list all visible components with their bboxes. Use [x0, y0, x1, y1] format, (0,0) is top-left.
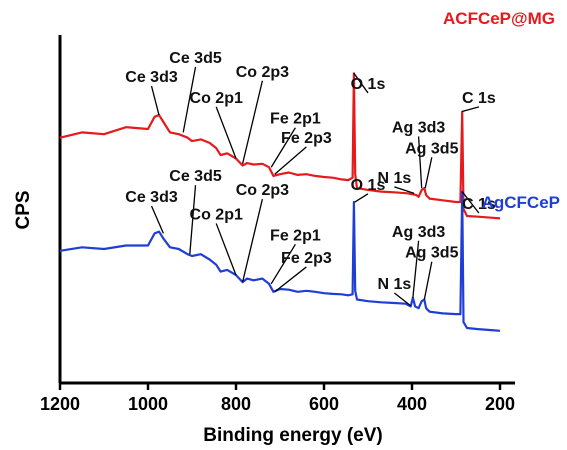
annotation-leader: [353, 72, 369, 94]
annotation-leader: [394, 186, 415, 194]
annotation-leader: [461, 106, 480, 113]
annotation-leader: [412, 240, 420, 298]
annotation-leader: [423, 261, 433, 300]
peak-annotation: Ce 3d5: [169, 168, 222, 185]
annotation-leader: [241, 80, 264, 164]
peak-annotation: Ag 3d5: [405, 140, 458, 157]
peak-annotation: Ag 3d5: [405, 245, 458, 262]
axes: [58, 35, 515, 385]
peak-annotation: Co 2p3: [236, 64, 289, 81]
annotation-leader: [417, 136, 423, 189]
peak-annotation: C 1s: [462, 196, 496, 213]
peak-annotation: C 1s: [462, 90, 496, 107]
x-axis-title: Binding energy (eV): [203, 425, 382, 446]
annotation-leader: [150, 205, 164, 234]
peak-annotation: Ce 3d3: [125, 69, 178, 86]
peak-annotation: Co 2p3: [236, 182, 289, 199]
x-tick-label: 400: [397, 394, 427, 414]
peak-annotation: Ag 3d3: [392, 119, 445, 136]
x-tick-label: 200: [485, 394, 515, 414]
annotation-leader: [241, 198, 264, 283]
annotation-leader: [215, 106, 237, 159]
annotation-leader: [274, 266, 307, 293]
x-tick-label: 600: [309, 394, 339, 414]
peak-annotation: Ag 3d3: [392, 224, 445, 241]
series-layer: [59, 72, 501, 332]
series-line-acfcep-mg: [59, 72, 501, 220]
legend: ACFCeP@MG AgCFCeP: [443, 9, 560, 212]
annotation-layer: Ce 3d5 Ce 3d3 Co 2p3 Co 2p1 Fe 2p1 Fe 2p3 O 1s…: [125, 50, 496, 307]
legend-label: ACFCeP@MG: [443, 9, 555, 28]
peak-annotation: Ce 3d5: [169, 50, 222, 67]
peak-annotation: O 1s: [351, 76, 386, 93]
annotation-leader: [270, 243, 296, 285]
peak-annotation: Co 2p1: [190, 90, 243, 107]
x-tick-label: 1000: [128, 394, 168, 414]
annotation-leader: [354, 193, 369, 203]
annotation-leader: [461, 191, 480, 214]
annotation-leader: [424, 157, 433, 189]
peak-annotation: N 1s: [378, 276, 412, 293]
peak-annotation: Co 2p1: [190, 206, 243, 223]
peak-annotation: Ce 3d3: [125, 189, 178, 206]
peak-annotation: Fe 2p3: [281, 130, 332, 147]
peak-annotation: Fe 2p1: [270, 111, 321, 128]
x-tick-label: 1200: [40, 394, 80, 414]
annotation-leader: [182, 66, 197, 133]
legend-label: AgCFCeP: [482, 193, 560, 212]
x-tick-label: 800: [221, 394, 251, 414]
annotation-leader: [274, 146, 307, 175]
annotation-leader: [270, 127, 296, 168]
annotation-leader: [394, 292, 412, 307]
y-axis-title: CPS: [13, 190, 34, 229]
annotation-leader: [215, 223, 237, 276]
peak-annotation: Fe 2p1: [270, 227, 321, 244]
peak-annotation: O 1s: [351, 177, 386, 194]
peak-annotation: Fe 2p3: [281, 250, 332, 267]
series-line-agcfcep: [59, 190, 501, 332]
annotation-leader: [150, 85, 160, 116]
annotation-leader: [189, 185, 197, 255]
peak-annotation: N 1s: [378, 170, 412, 187]
x-ticks: 1200 1000 800 600 400 200: [40, 383, 515, 414]
